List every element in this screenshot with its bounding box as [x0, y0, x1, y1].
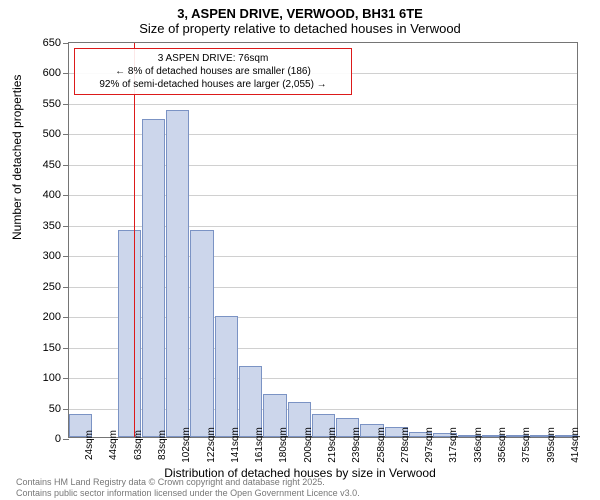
- y-tick-label: 0: [31, 433, 61, 445]
- y-tick-label: 100: [31, 372, 61, 384]
- y-tick: [63, 287, 69, 288]
- y-tick: [63, 439, 69, 440]
- y-tick-label: 50: [31, 403, 61, 415]
- y-tick-label: 400: [31, 189, 61, 201]
- y-tick: [63, 317, 69, 318]
- annotation-line: ← 8% of detached houses are smaller (186…: [83, 65, 343, 78]
- footer-line2: Contains public sector information licen…: [16, 488, 360, 499]
- y-tick-label: 650: [31, 37, 61, 49]
- y-tick: [63, 104, 69, 105]
- chart-main-title: 3, ASPEN DRIVE, VERWOOD, BH31 6TE: [0, 6, 600, 21]
- y-tick: [63, 348, 69, 349]
- y-tick: [63, 73, 69, 74]
- y-tick: [63, 165, 69, 166]
- histogram-bar: [142, 119, 165, 437]
- chart-plot-area: 0501001502002503003504004505005506006502…: [68, 42, 578, 438]
- y-tick: [63, 134, 69, 135]
- histogram-bar: [166, 110, 189, 437]
- annotation-line: 3 ASPEN DRIVE: 76sqm: [83, 52, 343, 65]
- chart-sub-title: Size of property relative to detached ho…: [0, 21, 600, 36]
- footer-line1: Contains HM Land Registry data © Crown c…: [16, 477, 360, 488]
- y-axis-label: Number of detached properties: [10, 75, 24, 240]
- y-tick: [63, 378, 69, 379]
- y-tick: [63, 43, 69, 44]
- y-tick: [63, 409, 69, 410]
- y-tick-label: 250: [31, 281, 61, 293]
- histogram-bar: [118, 230, 141, 437]
- y-tick-label: 500: [31, 128, 61, 140]
- y-tick-label: 550: [31, 98, 61, 110]
- annotation-line: 92% of semi-detached houses are larger (…: [83, 78, 343, 91]
- histogram-bar: [215, 316, 238, 437]
- y-tick-label: 150: [31, 342, 61, 354]
- y-tick: [63, 226, 69, 227]
- y-tick-label: 300: [31, 250, 61, 262]
- y-tick-label: 200: [31, 311, 61, 323]
- annotation-callout: 3 ASPEN DRIVE: 76sqm← 8% of detached hou…: [74, 48, 352, 95]
- y-tick-label: 350: [31, 220, 61, 232]
- y-tick-label: 450: [31, 159, 61, 171]
- gridline: [69, 104, 577, 105]
- y-tick: [63, 256, 69, 257]
- y-tick: [63, 195, 69, 196]
- y-tick-label: 600: [31, 67, 61, 79]
- property-marker-line: [134, 43, 135, 437]
- footer-attribution: Contains HM Land Registry data © Crown c…: [16, 477, 360, 499]
- histogram-bar: [190, 230, 213, 437]
